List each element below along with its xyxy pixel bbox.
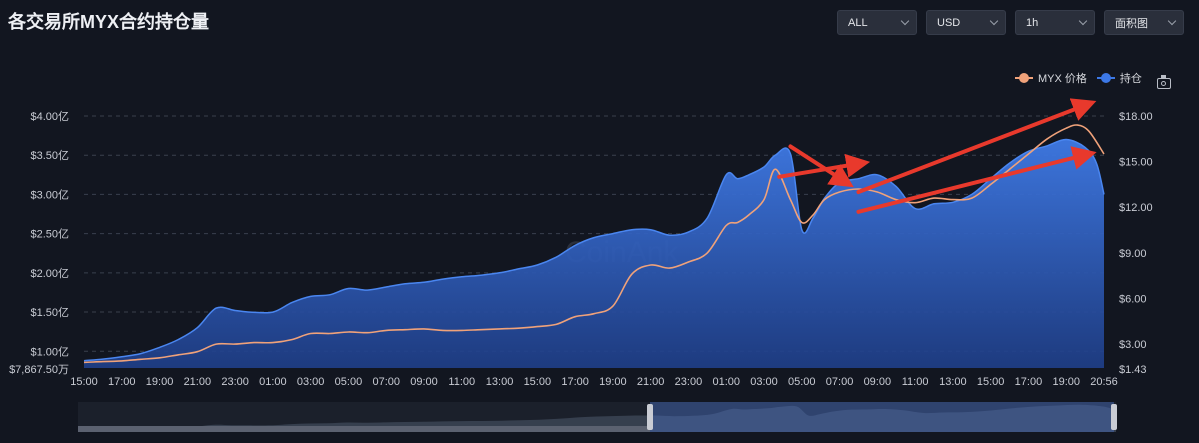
x-tick-label: 20:56 — [1090, 376, 1118, 388]
y-left-tick-label: $3.00亿 — [30, 188, 69, 201]
y-right-tick-label: $18.00 — [1119, 111, 1153, 123]
page-title: 各交易所MYX合约持仓量 — [8, 12, 210, 32]
x-tick-label: 21:00 — [637, 376, 665, 388]
y-right-tick-label: $6.00 — [1119, 293, 1147, 305]
x-tick-label: 03:00 — [297, 376, 325, 388]
legend-oi-marker — [1096, 73, 1115, 83]
x-tick-label: 05:00 — [788, 376, 816, 388]
x-tick-label: 11:00 — [448, 376, 475, 388]
navigator-handle — [647, 404, 653, 430]
legend-item-price[interactable]: MYX 价格 — [1015, 70, 1087, 86]
camera-icon[interactable] — [1157, 75, 1171, 89]
y-right-min-label: $1.43 — [1119, 364, 1147, 376]
chart-type-select[interactable]: 面积图 — [1104, 10, 1184, 35]
x-tick-label: 09:00 — [864, 376, 892, 388]
y-left-min-label: $7,867.50万 — [9, 364, 69, 376]
y-right-tick-label: $15.00 — [1119, 157, 1153, 169]
x-tick-label: 19:00 — [1052, 376, 1080, 388]
x-tick-label: 17:00 — [561, 376, 589, 388]
x-tick-label: 13:00 — [486, 376, 514, 388]
x-tick-label: 19:00 — [146, 376, 174, 388]
x-tick-label: 19:00 — [599, 376, 627, 388]
range-navigator[interactable] — [78, 402, 1117, 432]
navigator-area — [78, 404, 1116, 432]
x-tick-label: 17:00 — [1015, 376, 1043, 388]
price-line — [83, 124, 1105, 364]
annotation-arrows — [777, 98, 1097, 214]
x-axis: 15:00 17:00 19:00 21:00 23:00 01:00 03:00 05:00… — [70, 376, 1118, 388]
y-left-tick-label: $2.50亿 — [30, 228, 69, 241]
y-right-tick-label: $3.00 — [1119, 339, 1147, 351]
chart-legend: MYX 价格 持仓 — [1015, 70, 1142, 86]
legend-price-label: MYX 价格 — [1038, 73, 1087, 85]
annotation-arrow — [856, 98, 1097, 195]
annotation-arrow — [856, 146, 1097, 214]
x-tick-label: 07:00 — [372, 376, 400, 388]
y-left-tick-label: $1.00亿 — [30, 345, 69, 358]
x-tick-label: 11:00 — [902, 376, 929, 388]
x-tick-label: 15:00 — [70, 376, 98, 388]
y-left-tick-label: $4.00亿 — [30, 110, 69, 123]
exchange-select[interactable]: ALL — [837, 10, 917, 35]
x-tick-label: 07:00 — [826, 376, 854, 388]
interval-select[interactable]: 1h — [1015, 10, 1095, 35]
y-right-tick-label: $12.00 — [1119, 202, 1153, 214]
y-left-tick-label: $1.50亿 — [30, 306, 69, 319]
annotation-arrow — [788, 144, 854, 188]
x-tick-label: 13:00 — [939, 376, 967, 388]
legend-item-oi[interactable]: 持仓 — [1096, 70, 1142, 86]
x-tick-label: 03:00 — [750, 376, 778, 388]
y-axis-right: $18.00 $15.00 $12.00 $9.00 $6.00 $3.00 $1.43 — [1119, 111, 1153, 376]
interval-select-value: 1h — [1026, 16, 1039, 29]
legend-price-marker — [1015, 73, 1033, 83]
x-tick-label: 17:00 — [108, 376, 136, 388]
oi-line — [83, 138, 1105, 362]
x-tick-label: 05:00 — [335, 376, 363, 388]
oi-area — [84, 139, 1104, 368]
chart-type-select-value: 面积图 — [1115, 17, 1148, 30]
currency-select[interactable]: USD — [926, 10, 1006, 35]
x-tick-label: 21:00 — [184, 376, 212, 388]
exchange-select-value: ALL — [848, 16, 868, 29]
y-right-tick-label: $9.00 — [1119, 248, 1147, 260]
x-tick-label: 01:00 — [259, 376, 287, 388]
x-tick-label: 15:00 — [524, 376, 552, 388]
legend-oi-label: 持仓 — [1119, 73, 1142, 85]
chart-controls: ALL USD 1h 面积图 — [837, 10, 1184, 35]
x-tick-label: 01:00 — [712, 376, 740, 388]
navigator-selection — [650, 402, 1114, 432]
navigator-handle — [1111, 404, 1117, 430]
currency-select-value: USD — [937, 16, 961, 29]
x-tick-label: 15:00 — [977, 376, 1005, 388]
x-tick-label: 09:00 — [410, 376, 438, 388]
y-left-tick-label: $3.50亿 — [30, 149, 69, 162]
x-tick-label: 23:00 — [675, 376, 703, 388]
x-tick-label: 23:00 — [221, 376, 249, 388]
y-left-tick-label: $2.00亿 — [30, 267, 69, 280]
y-axis-left: $4.00亿 $3.50亿 $3.00亿 $2.50亿 $2.00亿 $1.50亿 $1.0… — [9, 110, 69, 376]
navigator-scrollbar — [78, 426, 650, 432]
